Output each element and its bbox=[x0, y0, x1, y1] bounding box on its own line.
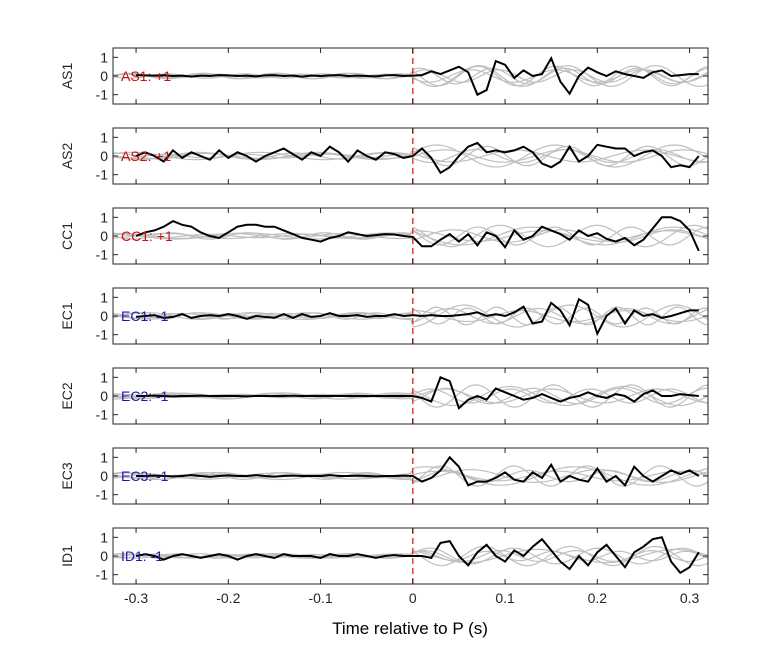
panel-ylabel: EC1 bbox=[59, 302, 75, 329]
panel-annotation: EC2: -1 bbox=[121, 388, 169, 404]
panel-cc1: -1 0 1 CC1 CC1: +1 bbox=[59, 207, 709, 265]
panel-as1: -1 0 1 AS1 AS1: +1 bbox=[59, 47, 709, 105]
panel-ec3: -1 0 1 EC3 EC3: -1 bbox=[59, 447, 709, 505]
y-tick-label: -1 bbox=[96, 87, 109, 103]
panel-annotation: CC1: +1 bbox=[121, 228, 173, 244]
plot-area bbox=[113, 375, 708, 410]
panel-annotation: EC3: -1 bbox=[121, 468, 169, 484]
y-tick-label: -1 bbox=[96, 407, 109, 423]
background-trace bbox=[113, 67, 708, 85]
plot-area bbox=[113, 455, 708, 487]
x-tick-label: -0.2 bbox=[216, 590, 240, 606]
x-tick-label: 0.1 bbox=[495, 590, 515, 606]
y-tick-label: 1 bbox=[100, 529, 108, 545]
panel-annotation: ID1: -1 bbox=[121, 548, 163, 564]
panel-annotation: AS1: +1 bbox=[121, 68, 171, 84]
background-trace bbox=[113, 306, 708, 326]
trace-line bbox=[135, 216, 700, 252]
panels-group: -1 0 1 AS1 AS1: +1 -1 0 1 AS2 AS2: +1 -1 0 1 CC1 CC1: … bbox=[59, 47, 709, 606]
plot-area bbox=[113, 297, 708, 337]
background-trace bbox=[113, 387, 708, 405]
y-tick-label: 1 bbox=[100, 369, 108, 385]
trace-line bbox=[136, 375, 699, 410]
y-tick-label: 1 bbox=[100, 49, 108, 65]
panel-ylabel: CC1 bbox=[59, 222, 75, 250]
panel-annotation: EC1: -1 bbox=[121, 308, 169, 324]
panel-as2: -1 0 1 AS2 AS2: +1 bbox=[59, 127, 709, 185]
panel-ylabel: ID1 bbox=[59, 545, 75, 567]
y-tick-label: 1 bbox=[100, 289, 108, 305]
y-tick-label: 1 bbox=[100, 209, 108, 225]
x-tick-label: 0.3 bbox=[680, 590, 700, 606]
y-tick-label: -1 bbox=[96, 247, 109, 263]
y-tick-label: 0 bbox=[100, 148, 108, 164]
trace-line bbox=[135, 536, 700, 575]
panel-ylabel: AS1 bbox=[59, 63, 75, 90]
panel-annotation: AS2: +1 bbox=[121, 148, 171, 164]
y-tick-label: 0 bbox=[100, 308, 108, 324]
panel-ylabel: AS2 bbox=[59, 143, 75, 170]
panel-ylabel: EC3 bbox=[59, 462, 75, 489]
panel-ec1: -1 0 1 EC1 EC1: -1 bbox=[59, 287, 709, 345]
y-tick-label: 0 bbox=[100, 228, 108, 244]
y-tick-label: 0 bbox=[100, 68, 108, 84]
trace-line bbox=[136, 56, 699, 97]
x-tick-label: -0.3 bbox=[124, 590, 148, 606]
x-axis-label: Time relative to P (s) bbox=[332, 619, 488, 638]
background-trace bbox=[113, 469, 708, 483]
y-tick-label: -1 bbox=[96, 327, 109, 343]
plot-area bbox=[113, 216, 708, 252]
y-tick-label: 0 bbox=[100, 468, 108, 484]
x-tick-label: 0 bbox=[409, 590, 417, 606]
trace-line bbox=[136, 297, 699, 337]
background-trace bbox=[113, 466, 708, 486]
y-tick-label: 0 bbox=[100, 388, 108, 404]
panel-ylabel: EC2 bbox=[59, 382, 75, 409]
x-tick-label: 0.2 bbox=[588, 590, 608, 606]
plot-area bbox=[113, 141, 708, 175]
panel-id1: -1 0 1 -0.3 -0.2 -0.1 0 0.1 0.2 0.3 ID1 ID1: -1 bbox=[59, 527, 709, 606]
y-tick-label: 1 bbox=[100, 129, 108, 145]
x-tick-label: -0.1 bbox=[308, 590, 332, 606]
y-tick-label: 0 bbox=[100, 548, 108, 564]
y-tick-label: -1 bbox=[96, 567, 109, 583]
y-tick-label: -1 bbox=[96, 487, 109, 503]
y-tick-label: 1 bbox=[100, 449, 108, 465]
trace-line bbox=[136, 455, 700, 487]
background-trace bbox=[113, 385, 708, 407]
plot-area bbox=[113, 536, 708, 575]
plot-area bbox=[113, 56, 708, 97]
y-tick-label: -1 bbox=[96, 167, 109, 183]
panel-ec2: -1 0 1 EC2 EC2: -1 bbox=[59, 367, 709, 425]
trace-line bbox=[135, 141, 700, 175]
